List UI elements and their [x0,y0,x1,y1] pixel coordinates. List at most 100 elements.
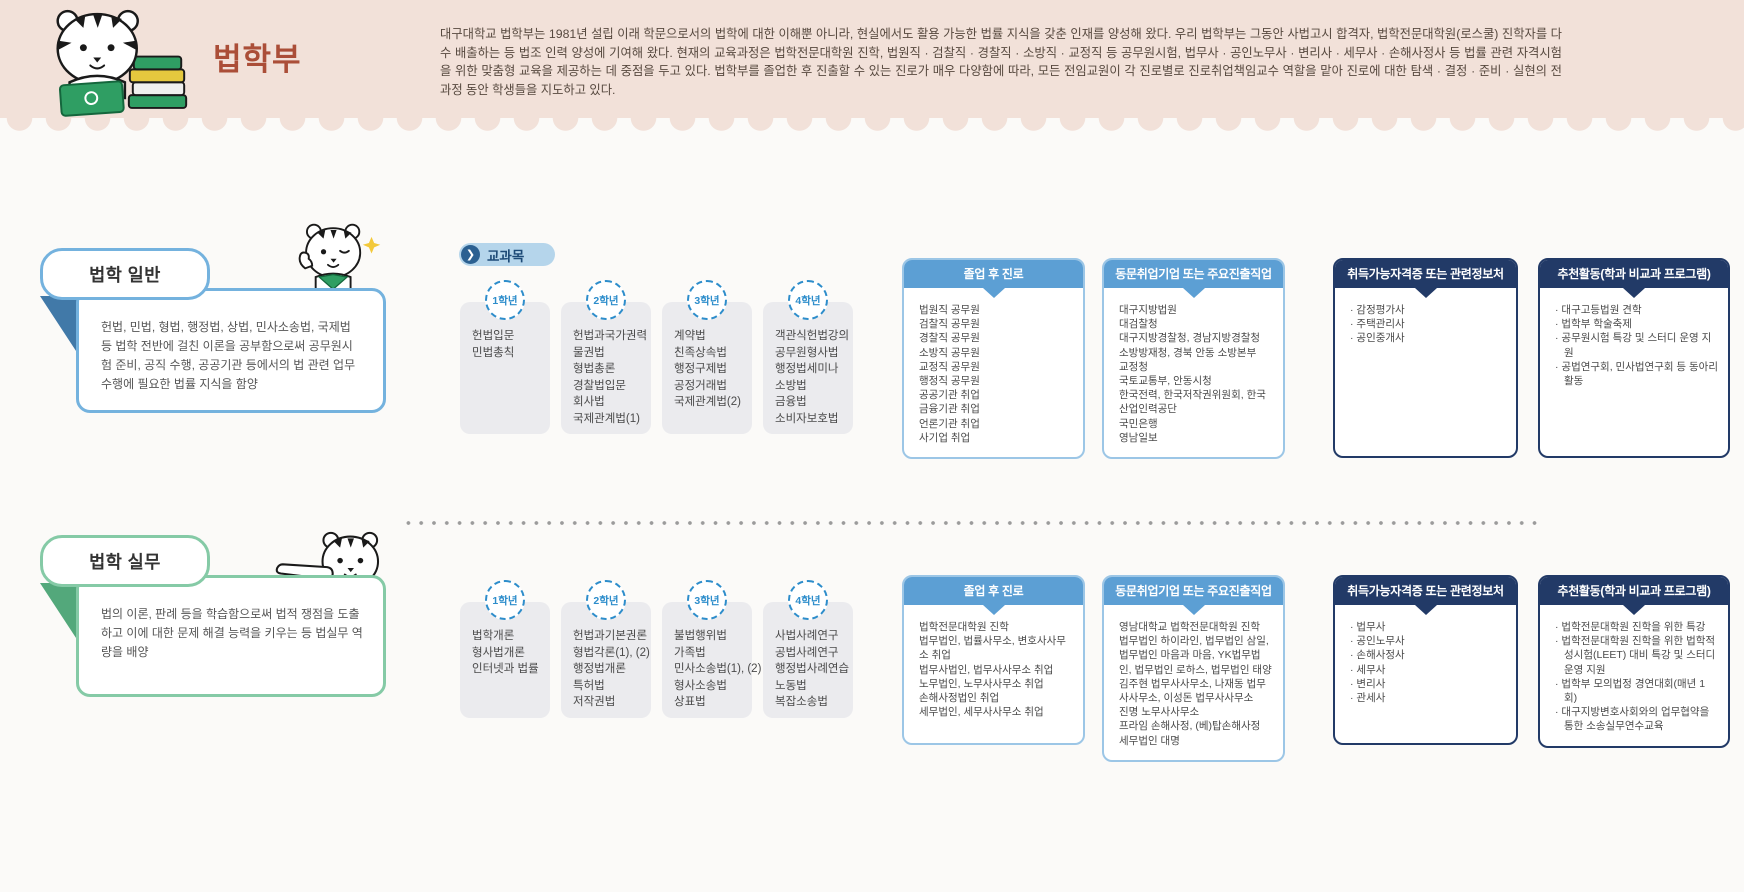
track-description-card: 헌법, 민법, 형법, 행정법, 상법, 민사소송법, 국제법 등 법학 전반에… [76,288,386,413]
section-title: 법학 실무 [89,551,161,572]
course-item: 국제관계법(2) [674,396,741,408]
year-badge: 1학년 [485,580,525,620]
career-item: 법무사법인, 법무사사무소 취업 [919,663,1054,676]
career-item: 대구고등법원 견학 [1555,303,1718,317]
course-item: 경찰법입문 [573,379,626,392]
career-item: 한국전력, 한국저작권위원회, 한국산업인력공단 [1119,389,1266,416]
pointer-triangle-icon [1182,288,1205,298]
career-item: 감정평가사 [1350,303,1506,317]
department-description: 대구대학교 법학부는 1981년 설립 이래 학문으로서의 법학에 대한 이해뿐… [440,27,1562,97]
career-boxes: 졸업 후 진로 법학전문대학원 진학 법무법인, 법률사무소, 변호사사무소 취업… [902,575,1730,762]
track-title-tab: 법학 일반 [40,248,210,300]
career-item: 공무원시험 특강 및 스터디 운영 지원 [1555,331,1718,359]
career-boxes: 졸업 후 진로 법원직 공무원 검찰직 공무원 경찰직 공무원 소방직 공무원 교정직 … [902,258,1730,460]
pointer-triangle-icon [1182,605,1205,615]
folded-ribbon-corner [40,296,78,354]
career-item-list: 법무사공인노무사손해사정사세무사변리사관세사 [1335,615,1516,717]
pointer-triangle-icon [982,288,1005,298]
year-column: 1학년 법학개론 형사법개론 인터넷과 법률 [460,580,550,718]
career-item: 금융기관 취업 [919,403,980,416]
career-item: 법무법인 하이라인, 법무법인 삼일, 법무법인 마음과 마음, YK법무법인,… [1119,635,1272,676]
career-item: 소방방재청, 경북 안동 소방본부 [1119,346,1257,359]
folded-ribbon-corner [40,583,78,641]
course-list: 헌법과기본권론 형법각론(1), (2) 행정법개론 특허법 저작권법 [561,602,651,718]
career-item: 법학부 학술축제 [1555,317,1718,331]
career-item: 세무법인, 세무사사무소 취업 [919,706,1044,719]
course-item: 민법총칙 [472,346,515,359]
career-item: 공인노무사 [1350,634,1506,648]
course-item: 국제관계법(1) [573,412,640,425]
pointer-triangle-icon [1414,605,1437,615]
course-list: 불법행위법 가족법 민사소송법(1), (2) 형사소송법 상표법 [662,602,762,718]
course-item: 소방법 [775,379,807,392]
year-column: 2학년 헌법과국가권력 물권법 형법총론 경찰법입문 회사법 국제관계법(1) [561,280,651,434]
course-item: 복잡소송법 [775,696,828,708]
year-badge: 4학년 [788,580,828,620]
career-item: 경찰직 공무원 [919,332,980,345]
career-item: 대구지방법원 [1119,304,1177,316]
course-item: 민사소송법(1), (2) [674,663,762,675]
course-list: 객관식헌법강의 공무원형사법 행정법세미나 소방법 금융법 소비자보호법 [763,302,853,434]
career-item: 세무사 [1350,663,1506,677]
career-box: 졸업 후 진로 법학전문대학원 진학 법무법인, 법률사무소, 변호사사무소 취업… [902,575,1085,745]
course-item: 소비자보호법 [775,412,839,425]
course-item: 저작권법 [573,696,616,708]
course-item: 사법사례연구 [775,630,839,642]
career-box: 졸업 후 진로 법원직 공무원 검찰직 공무원 경찰직 공무원 소방직 공무원 교정직 … [902,258,1085,460]
career-item: 행정직 공무원 [919,375,980,388]
tiger-mascot-laptop-illustration [32,4,200,118]
track-section: 헌법, 민법, 형법, 행정법, 상법, 민사소송법, 국제법 등 법학 전반에… [0,200,1744,485]
page-header: 법학부 대구대학교 법학부는 1981년 설립 이래 학문으로서의 법학에 대한… [0,0,1744,118]
career-item: 공법연구회, 민사법연구회 등 동아리 활동 [1555,360,1718,388]
career-box-title: 동문취업기업 또는 주요진출직업 [1104,260,1283,288]
career-item: 대구지방변호사회와의 업무협약을 통한 소송실무연수교육 [1555,705,1718,733]
year-badge: 3학년 [687,580,727,620]
course-item: 계약법 [674,330,706,342]
course-item: 헌법과국가권력 [573,330,648,342]
course-list: 계약법 친족상속법 행정구제법 공정거래법 국제관계법(2) [662,302,752,434]
year-columns: 1학년 헌법입문 민법총칙 2학년 헌법과국가권력 물권법 형법총론 경찰법입문 회사법 국… [460,280,853,434]
track-description: 법의 이론, 판례 등을 학습함으로써 법적 쟁점을 도출하고 이에 대한 문제… [101,607,363,659]
year-column: 3학년 불법행위법 가족법 민사소송법(1), (2) 형사소송법 상표법 [662,580,762,718]
course-item: 헌법입문 [472,330,515,342]
course-item: 공정거래법 [674,379,727,392]
course-item: 행정법세미나 [775,363,839,375]
career-item: 영남일보 [1119,431,1158,444]
career-item: 법학전문대학원 진학을 위한 특강 [1555,620,1718,634]
curriculum-badge: ❯ 교과목 [459,243,555,266]
course-item: 노동법 [775,679,807,692]
track-section: 법의 이론, 판례 등을 학습함으로써 법적 쟁점을 도출하고 이에 대한 문제… [0,487,1744,787]
career-item-list: 법학전문대학원 진학 법무법인, 법률사무소, 변호사사무소 취업 법무사법인, 법… [904,615,1083,731]
course-item: 가족법 [674,646,706,659]
career-item-list: 법원직 공무원 검찰직 공무원 경찰직 공무원 소방직 공무원 교정직 공무원 행정직 공… [904,298,1083,457]
year-badge: 2학년 [586,280,626,320]
career-item: 법학전문대학원 진학을 위한 법학적성시험(LEET) 대비 특강 및 스터디 … [1555,634,1718,677]
career-item-list: 대구지방법원 대검찰청 대구지방경찰청, 경남지방경찰청 소방방재청, 경북 안동 소… [1104,298,1283,457]
career-item: 교정직 공무원 [919,360,980,373]
career-item: 법무법인, 법률사무소, 변호사사무소 취업 [919,635,1066,662]
track-description-card: 법의 이론, 판례 등을 학습함으로써 법적 쟁점을 도출하고 이에 대한 문제… [76,575,386,697]
curriculum-label: 교과목 [487,248,525,264]
year-columns: 1학년 법학개론 형사법개론 인터넷과 법률 2학년 헌법과기본권론 형법각론(1),… [460,580,853,718]
track-description: 헌법, 민법, 형법, 행정법, 상법, 민사소송법, 국제법 등 법학 전반에… [101,320,356,391]
course-item: 헌법과기본권론 [573,630,648,642]
year-badge: 2학년 [586,580,626,620]
course-item: 특허법 [573,679,605,692]
course-list: 법학개론 형사법개론 인터넷과 법률 [460,602,550,718]
tiger-mascot-wink-illustration [286,216,382,298]
career-item: 국민은행 [1119,417,1158,430]
career-item: 사기업 취업 [919,431,971,444]
career-box: 동문취업기업 또는 주요진출직업 대구지방법원 대검찰청 대구지방경찰청, 경남지방… [1102,258,1285,460]
pointer-triangle-icon [1623,288,1645,298]
course-item: 행정법사례연습 [775,663,850,675]
career-box-title: 동문취업기업 또는 주요진출직업 [1104,577,1283,605]
career-item: 영남대학교 법학전문대학원 진학 [1119,621,1261,633]
year-column: 4학년 사법사례연구 공법사례연구 행정법사례연습 노동법 복잡소송법 [763,580,853,718]
course-list: 헌법과국가권력 물권법 형법총론 경찰법입문 회사법 국제관계법(1) [561,302,651,434]
course-item: 객관식헌법강의 [775,330,850,342]
course-item: 형사법개론 [472,646,525,659]
year-column: 3학년 계약법 친족상속법 행정구제법 공정거래법 국제관계법(2) [662,280,752,434]
